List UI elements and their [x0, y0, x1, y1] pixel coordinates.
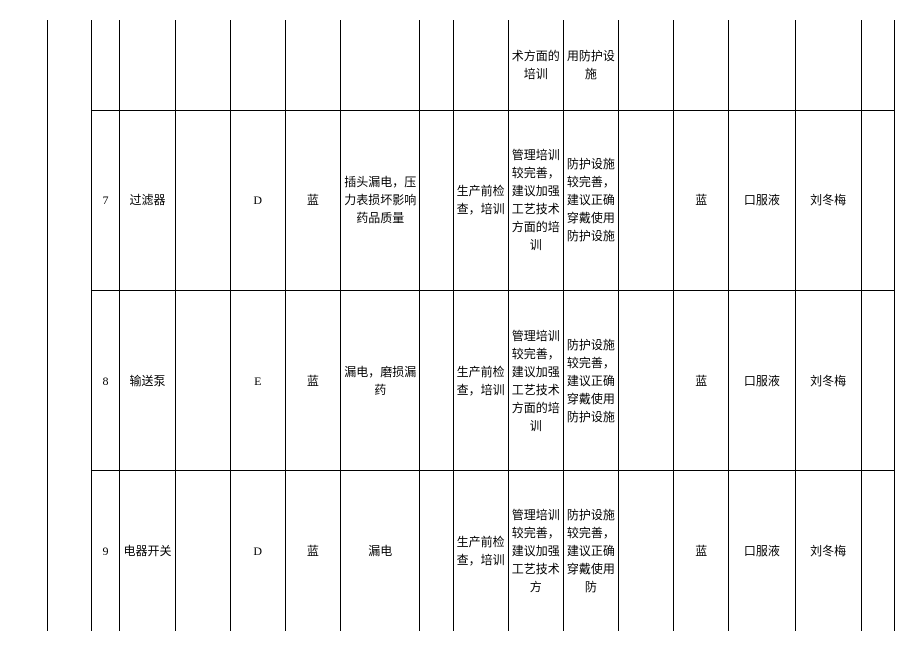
cell [47, 20, 91, 631]
cell [420, 290, 453, 470]
cell-level: 蓝 [285, 110, 340, 290]
cell [674, 20, 729, 110]
cell-item: 电器开关 [120, 471, 175, 631]
cell [861, 290, 894, 470]
cell-num: 8 [91, 290, 120, 470]
risk-table: 术方面的培训 用防护设施 7 过滤器 D 蓝 插头漏电，压力表损坏影响药品质量 … [25, 20, 895, 631]
table-row: 8 输送泵 E 蓝 漏电，磨损漏药 生产前检查，培训 管理培训较完善，建议加强工… [25, 290, 895, 470]
cell-code: D [230, 110, 285, 290]
cell-product: 口服液 [729, 471, 795, 631]
cell-level: 蓝 [285, 471, 340, 631]
cell-note2: 防护设施较完善，建议正确穿戴使用防护设施 [563, 290, 618, 470]
cell [420, 20, 453, 110]
cell [420, 110, 453, 290]
cell-item: 输送泵 [120, 290, 175, 470]
cell [619, 20, 674, 110]
cell [175, 110, 230, 290]
cell-level: 蓝 [285, 290, 340, 470]
cell: 用防护设施 [563, 20, 618, 110]
cell [420, 471, 453, 631]
cell-measure: 生产前检查，培训 [453, 110, 508, 290]
cell-code: D [230, 471, 285, 631]
cell [619, 471, 674, 631]
cell [729, 20, 795, 110]
cell [91, 20, 120, 110]
cell: 术方面的培训 [508, 20, 563, 110]
cell [120, 20, 175, 110]
cell-person: 刘冬梅 [795, 471, 861, 631]
cell-level2: 蓝 [674, 471, 729, 631]
cell-item: 过滤器 [120, 110, 175, 290]
cell-note2: 防护设施较完善，建议正确穿戴使用防 [563, 471, 618, 631]
cell [453, 20, 508, 110]
cell [861, 20, 894, 110]
cell-person: 刘冬梅 [795, 290, 861, 470]
cell [619, 110, 674, 290]
cell-note1: 管理培训较完善，建议加强工艺技术方面的培训 [508, 290, 563, 470]
cell [619, 290, 674, 470]
cell-measure: 生产前检查，培训 [453, 471, 508, 631]
cell-risk: 插头漏电，压力表损坏影响药品质量 [341, 110, 420, 290]
table-row: 术方面的培训 用防护设施 [25, 20, 895, 110]
cell-risk: 漏电 [341, 471, 420, 631]
cell [25, 20, 47, 631]
cell [230, 20, 285, 110]
cell-note2: 防护设施较完善，建议正确穿戴使用防护设施 [563, 110, 618, 290]
cell-code: E [230, 290, 285, 470]
cell-level2: 蓝 [674, 290, 729, 470]
cell-person: 刘冬梅 [795, 110, 861, 290]
cell [175, 20, 230, 110]
cell-product: 口服液 [729, 110, 795, 290]
cell [285, 20, 340, 110]
table-row: 9 电器开关 D 蓝 漏电 生产前检查，培训 管理培训较完善，建议加强工艺技术方… [25, 471, 895, 631]
cell [341, 20, 420, 110]
cell-num: 7 [91, 110, 120, 290]
cell [175, 471, 230, 631]
cell-risk: 漏电，磨损漏药 [341, 290, 420, 470]
cell [175, 290, 230, 470]
cell-note1: 管理培训较完善，建议加强工艺技术方 [508, 471, 563, 631]
cell-measure: 生产前检查，培训 [453, 290, 508, 470]
table-row: 7 过滤器 D 蓝 插头漏电，压力表损坏影响药品质量 生产前检查，培训 管理培训… [25, 110, 895, 290]
cell [861, 471, 894, 631]
cell-product: 口服液 [729, 290, 795, 470]
cell [795, 20, 861, 110]
cell-level2: 蓝 [674, 110, 729, 290]
cell [861, 110, 894, 290]
cell-num: 9 [91, 471, 120, 631]
cell-note1: 管理培训较完善，建议加强工艺技术方面的培训 [508, 110, 563, 290]
